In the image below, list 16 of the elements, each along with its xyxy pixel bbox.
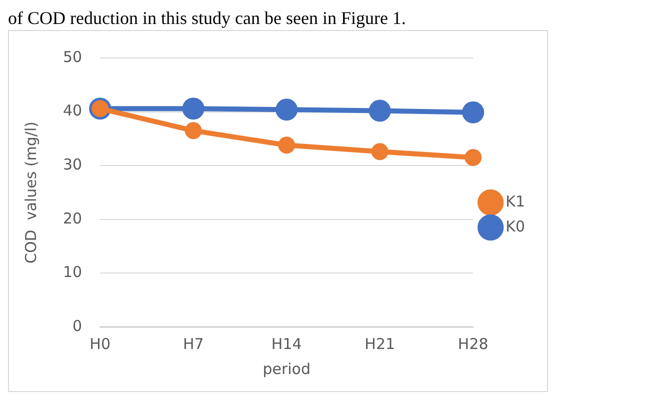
x-tick-label: H14 — [271, 334, 302, 353]
y-axis-title: COD values (mg/l) — [22, 122, 40, 264]
x-tick-label: H28 — [458, 334, 488, 353]
y-tick-label: 30 — [62, 155, 82, 174]
y-tick-label: 20 — [62, 209, 82, 228]
legend-label: K1 — [506, 192, 526, 210]
x-tick-label: H21 — [364, 334, 396, 353]
y-tick-label: 10 — [62, 263, 82, 282]
legend-label: K0 — [506, 217, 526, 236]
y-tick-label: 40 — [62, 102, 82, 120]
x-tick-label: H7 — [182, 334, 204, 353]
x-axis-title: period — [262, 360, 310, 378]
x-tick-label: H0 — [90, 334, 110, 353]
y-tick-label: 0 — [72, 316, 82, 335]
y-tick-label: 50 — [62, 48, 82, 66]
text: of COD reduction in this study can be seen in Figure 1. — [8, 8, 407, 28]
